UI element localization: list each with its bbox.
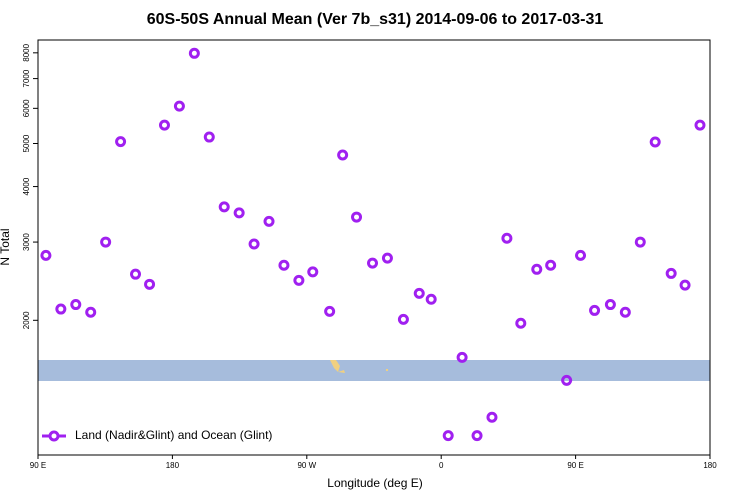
data-point bbox=[442, 430, 454, 442]
x-tick-label: 180 bbox=[166, 461, 180, 470]
y-tick-label: 3000 bbox=[22, 233, 31, 251]
y-tick-label: 2000 bbox=[22, 311, 31, 329]
data-point bbox=[307, 266, 319, 278]
data-point bbox=[144, 278, 156, 290]
data-point bbox=[203, 131, 215, 143]
data-point bbox=[55, 303, 67, 315]
y-tick-label: 5000 bbox=[22, 134, 31, 152]
y-tick-label: 8000 bbox=[22, 43, 31, 61]
data-point bbox=[561, 374, 573, 386]
x-tick-label: 90 E bbox=[567, 461, 583, 470]
data-point bbox=[367, 257, 379, 269]
x-tick-label: 90 E bbox=[30, 461, 46, 470]
map-land bbox=[330, 360, 345, 373]
data-point bbox=[694, 119, 706, 131]
data-point bbox=[531, 263, 543, 275]
data-point bbox=[634, 236, 646, 248]
data-point bbox=[337, 149, 349, 161]
data-point bbox=[130, 268, 142, 280]
data-point bbox=[70, 299, 82, 311]
data-point bbox=[293, 274, 305, 286]
data-point bbox=[425, 293, 437, 305]
x-tick-label: 0 bbox=[439, 461, 444, 470]
data-point bbox=[589, 304, 601, 316]
data-point bbox=[40, 249, 52, 261]
chart-title: 60S-50S Annual Mean (Ver 7b_s31) 2014-09… bbox=[147, 11, 604, 28]
data-point bbox=[158, 119, 170, 131]
data-point bbox=[218, 201, 230, 213]
data-point bbox=[501, 232, 513, 244]
data-point bbox=[381, 252, 393, 264]
data-point bbox=[397, 313, 409, 325]
data-point bbox=[649, 136, 661, 148]
legend-label: Land (Nadir&Glint) and Ocean (Glint) bbox=[75, 428, 272, 442]
data-point bbox=[233, 207, 245, 219]
x-axis-label: Longitude (deg E) bbox=[327, 476, 422, 490]
data-point bbox=[324, 305, 336, 317]
map-strip bbox=[38, 360, 710, 381]
data-point bbox=[486, 411, 498, 423]
map-land bbox=[386, 369, 388, 371]
data-point bbox=[263, 215, 275, 227]
data-point bbox=[515, 317, 527, 329]
data-point bbox=[456, 351, 468, 363]
data-point bbox=[188, 47, 200, 59]
y-tick-label: 4000 bbox=[22, 177, 31, 195]
data-point bbox=[115, 136, 127, 148]
data-point bbox=[471, 430, 483, 442]
y-tick-label: 6000 bbox=[22, 99, 31, 117]
data-point bbox=[604, 299, 616, 311]
legend-marker bbox=[48, 430, 60, 442]
data-point bbox=[413, 287, 425, 299]
y-tick-label: 7000 bbox=[22, 69, 31, 87]
data-point bbox=[575, 249, 587, 261]
data-point bbox=[679, 279, 691, 291]
data-point bbox=[665, 267, 677, 279]
x-tick-label: 90 W bbox=[297, 461, 316, 470]
data-point bbox=[278, 259, 290, 271]
data-point bbox=[619, 306, 631, 318]
plot-frame bbox=[37, 39, 711, 456]
data-point bbox=[545, 259, 557, 271]
data-point bbox=[248, 238, 260, 250]
x-tick-label: 180 bbox=[703, 461, 717, 470]
data-point bbox=[100, 236, 112, 248]
y-axis-label: N Total bbox=[0, 228, 12, 265]
data-point bbox=[173, 100, 185, 112]
data-point bbox=[351, 211, 363, 223]
data-point bbox=[85, 306, 97, 318]
